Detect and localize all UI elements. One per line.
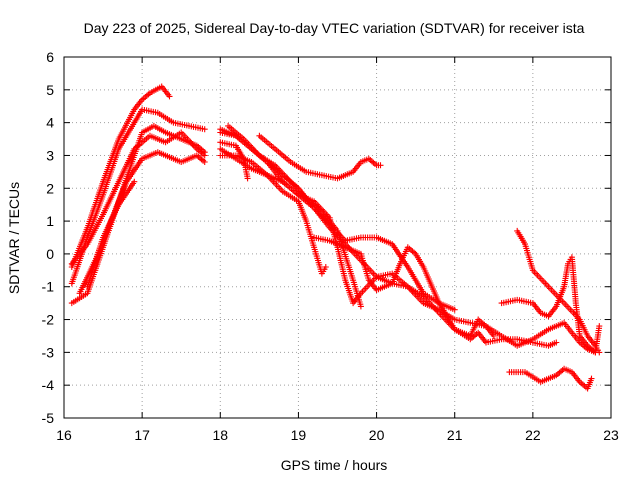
series-sat-c — [68, 106, 208, 287]
y-tick-label: -2 — [42, 312, 55, 328]
y-tick-label: -5 — [42, 410, 55, 426]
plot-frame — [63, 56, 612, 419]
series-markers — [256, 132, 384, 182]
series-markers — [217, 152, 329, 277]
series-markers — [84, 178, 138, 290]
y-tick-label: -1 — [42, 279, 55, 295]
y-tick-label: 2 — [46, 180, 54, 196]
series-sat-g — [217, 152, 329, 277]
series-sat-l — [256, 132, 384, 182]
x-tick-label: 18 — [212, 427, 228, 443]
x-tick-label: 22 — [525, 427, 541, 443]
x-axis-label: GPS time / hours — [281, 457, 388, 473]
series-markers — [68, 83, 173, 270]
x-tick-label: 23 — [603, 427, 619, 443]
series-sat-b — [68, 83, 173, 270]
series-markers — [498, 254, 603, 356]
y-tick-label: 3 — [46, 147, 54, 163]
series-markers — [217, 145, 458, 313]
series-markers — [514, 227, 603, 356]
series-sat-p — [506, 365, 595, 392]
series-sat-k — [217, 139, 251, 182]
data-series — [68, 83, 603, 392]
series-markers — [225, 122, 364, 310]
x-tick-label: 17 — [134, 427, 150, 443]
chart-title: Day 223 of 2025, Sidereal Day-to-day VTE… — [84, 20, 585, 36]
y-tick-label: 0 — [46, 246, 54, 262]
series-sat-j — [217, 145, 458, 313]
y-tick-label: 6 — [46, 49, 54, 65]
series-markers — [217, 139, 251, 182]
y-tick-label: -3 — [42, 344, 55, 360]
series-sat-e — [68, 129, 208, 267]
series-sat-q — [498, 254, 603, 356]
y-tick-label: 4 — [46, 115, 54, 131]
series-markers — [311, 234, 497, 339]
series-sat-o — [514, 227, 603, 356]
y-tick-label: 5 — [46, 82, 54, 98]
series-markers — [506, 365, 595, 392]
series-sat-f — [84, 178, 138, 290]
y-tick-label: 1 — [46, 213, 54, 229]
series-markers — [68, 106, 208, 287]
x-tick-label: 16 — [56, 427, 72, 443]
x-tick-label: 21 — [447, 427, 463, 443]
y-tick-label: -4 — [42, 377, 55, 393]
series-sat-m — [225, 122, 364, 310]
grid-lines — [64, 57, 611, 418]
x-tick-label: 20 — [369, 427, 385, 443]
series-markers — [68, 129, 208, 267]
y-axis-label: SDTVAR / TECUs — [6, 182, 22, 294]
x-tick-label: 19 — [291, 427, 307, 443]
series-sat-n — [311, 234, 497, 339]
